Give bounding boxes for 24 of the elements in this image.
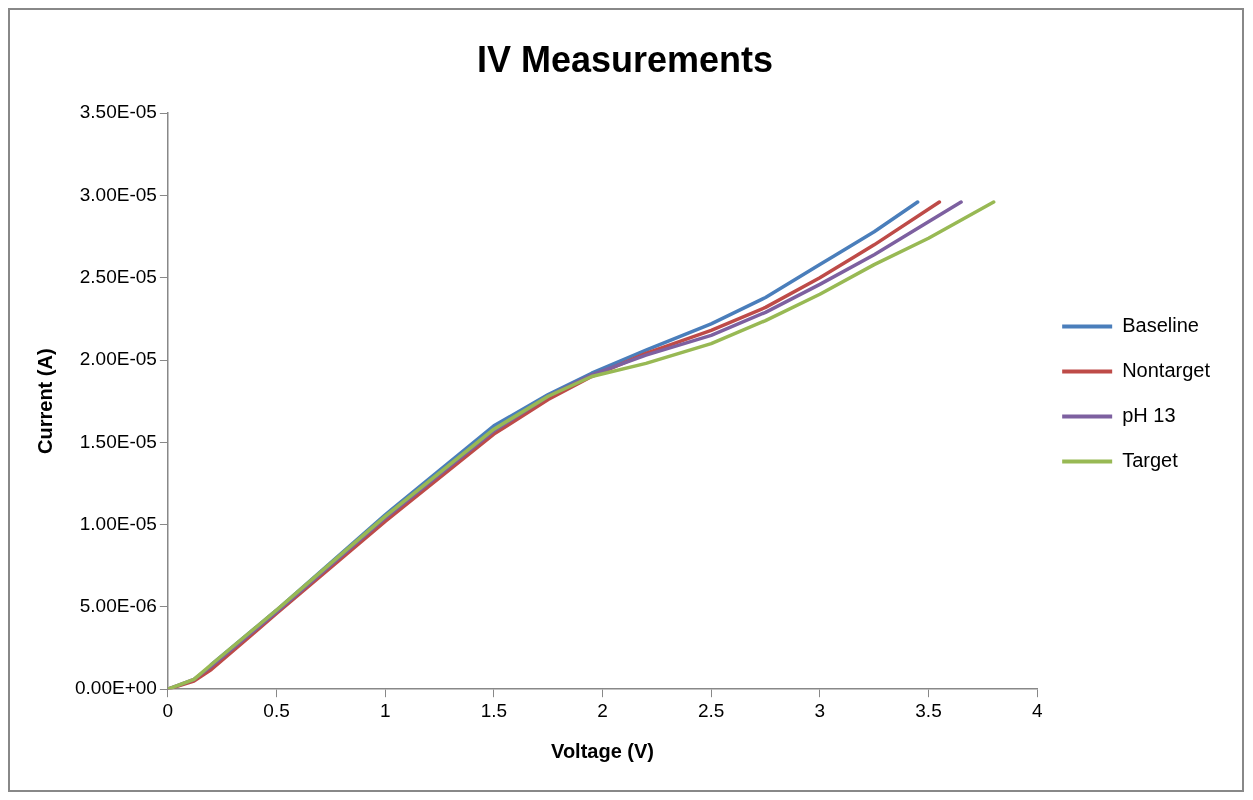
legend-label: pH 13: [1122, 404, 1176, 427]
x-tick-label: 1: [379, 699, 391, 721]
legend-label: Target: [1122, 449, 1179, 472]
y-axis-title: Current (A): [33, 348, 56, 454]
y-tick-label: 5.00E-06: [79, 595, 157, 617]
y-tick-label: 1.50E-05: [79, 430, 157, 452]
y-tick-label: 2.00E-05: [79, 348, 157, 370]
x-tick-label: 1.5: [480, 699, 508, 721]
x-tick-label: 0: [162, 699, 174, 721]
x-tick-label: 3: [814, 699, 826, 721]
y-tick-label: 0.00E+00: [74, 677, 157, 699]
x-tick-label: 2.5: [697, 699, 725, 721]
x-tick-label: 2: [597, 699, 608, 721]
y-tick-label: 3.00E-05: [79, 183, 157, 205]
y-tick-label: 2.50E-05: [79, 266, 157, 288]
legend-label: Nontarget: [1122, 359, 1211, 382]
x-tick-label: 0.5: [263, 699, 290, 721]
x-tick-label: 3.5: [915, 699, 942, 721]
legend-label: Baseline: [1122, 314, 1199, 337]
y-tick-label: 3.50E-05: [79, 101, 157, 123]
y-tick-label: 1.00E-05: [79, 512, 157, 534]
x-tick-label: 4: [1031, 699, 1043, 721]
x-axis-title: Voltage (V): [551, 739, 655, 762]
chart-title: IV Measurements: [476, 38, 774, 80]
